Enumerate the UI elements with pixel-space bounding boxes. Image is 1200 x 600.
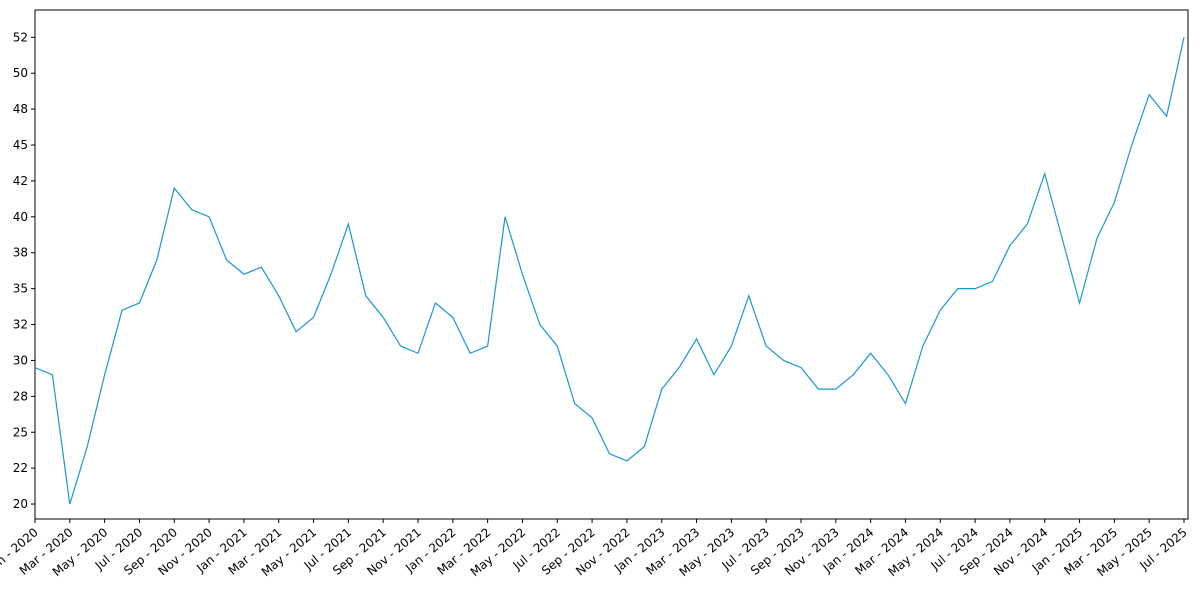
y-tick-label: 22 <box>13 461 28 475</box>
y-tick-label: 48 <box>13 102 28 116</box>
y-tick-label: 50 <box>13 66 28 80</box>
plot-frame <box>34 9 1189 520</box>
y-tick-label: 45 <box>13 138 28 152</box>
y-tick-label: 42 <box>13 174 28 188</box>
y-tick-label: 25 <box>13 425 28 439</box>
y-tick-label: 40 <box>13 210 28 224</box>
y-tick-label: 35 <box>13 282 28 296</box>
y-tick-label: 38 <box>13 246 28 260</box>
data-line <box>34 37 1185 505</box>
y-tick-label: 20 <box>13 497 28 511</box>
y-tick-label: 30 <box>13 353 28 367</box>
y-tick-label: 32 <box>13 318 28 332</box>
y-tick-label: 52 <box>13 30 28 44</box>
y-tick-label: 28 <box>13 389 28 403</box>
